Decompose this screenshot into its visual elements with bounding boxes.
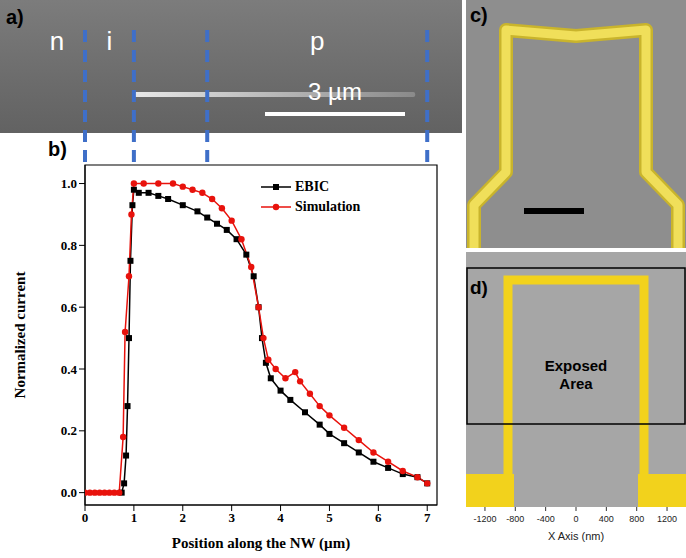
svg-text:3 µm: 3 µm [308,78,362,105]
svg-text:0: 0 [82,510,89,525]
svg-text:6: 6 [375,510,382,525]
svg-text:7: 7 [424,510,431,525]
svg-text:0.6: 0.6 [61,300,78,315]
svg-text:i: i [107,26,113,56]
svg-text:1200: 1200 [657,514,677,524]
svg-text:-1200: -1200 [473,514,496,524]
svg-text:0.4: 0.4 [61,362,78,377]
svg-text:0.8: 0.8 [61,238,78,253]
svg-text:d): d) [470,277,488,298]
svg-text:Position along the NW (µm): Position along the NW (µm) [172,535,350,552]
svg-text:0: 0 [573,514,578,524]
svg-text:5: 5 [326,510,333,525]
svg-text:-800: -800 [506,514,524,524]
svg-text:-400: -400 [537,514,555,524]
svg-text:ExposedArea: ExposedArea [545,357,608,392]
svg-text:X Axis (nm): X Axis (nm) [548,530,604,542]
svg-text:400: 400 [599,514,614,524]
svg-text:2: 2 [180,510,187,525]
svg-text:0.0: 0.0 [61,485,77,500]
svg-text:p: p [310,26,324,56]
svg-text:c): c) [470,4,488,26]
svg-text:1.0: 1.0 [61,176,77,191]
svg-text:3: 3 [228,510,235,525]
html-text:Simulation: Simulation [295,199,361,214]
svg-text:Normalized current: Normalized current [12,272,28,399]
html-text:b): b) [48,138,67,160]
html-text:EBIC: EBIC [295,179,330,194]
svg-text:800: 800 [629,514,644,524]
svg-text:n: n [50,26,64,56]
svg-text:1: 1 [131,510,138,525]
svg-text:4: 4 [277,510,284,525]
svg-text:a): a) [6,6,24,28]
svg-text:0.2: 0.2 [61,423,77,438]
